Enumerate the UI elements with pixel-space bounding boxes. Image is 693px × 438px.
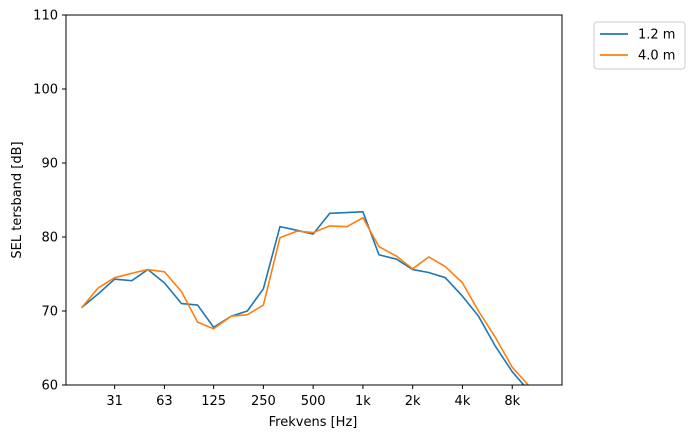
x-tick-label: 8k [504, 394, 520, 409]
y-axis-label: SEL tersband [dB] [10, 141, 25, 258]
legend: 1.2 m 4.0 m [593, 21, 686, 70]
legend-label: 4.0 m [638, 49, 675, 64]
y-tick-label: 90 [41, 157, 58, 172]
legend-label: 1.2 m [638, 28, 675, 43]
series-line-2 [80, 216, 530, 385]
x-tick-label: 4k [455, 394, 471, 409]
x-tick-label: 1k [355, 394, 371, 409]
y-tick-label: 110 [33, 9, 58, 24]
y-tick-label: 60 [41, 379, 58, 394]
x-axis-label: Frekvens [Hz] [269, 415, 358, 430]
x-tick-label: 31 [106, 394, 123, 409]
y-tick-label: 70 [41, 305, 58, 320]
x-tick-label: 125 [201, 394, 226, 409]
x-tick-label: 63 [156, 394, 173, 409]
x-axis: 31 63 125 250 500 1k 2k 4k 8k [106, 385, 521, 409]
y-axis: 60 70 80 90 100 110 [33, 9, 66, 394]
x-tick-label: 250 [251, 394, 276, 409]
plot-frame [65, 14, 563, 386]
y-tick-label: 100 [33, 83, 58, 98]
plot-area [66, 15, 562, 385]
x-tick-label: 500 [301, 394, 326, 409]
series-layer [80, 211, 530, 385]
y-tick-label: 80 [41, 231, 58, 246]
x-tick-label: 2k [405, 394, 421, 409]
